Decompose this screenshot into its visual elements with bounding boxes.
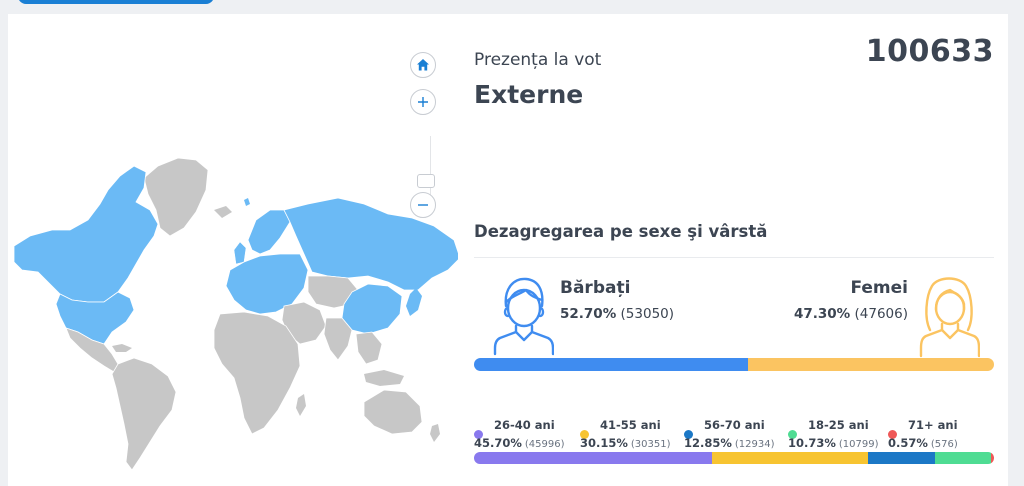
age-name: 56-70 ani	[704, 418, 765, 432]
map-region-china	[341, 283, 403, 335]
presence-value: 100633	[865, 34, 994, 69]
age-stats: 12.85% (12934)	[684, 436, 775, 450]
age-name: 71+ ani	[908, 418, 958, 432]
woman-icon	[919, 277, 980, 358]
men-count: (53050)	[620, 306, 675, 322]
age-bar-segment[interactable]	[990, 452, 994, 464]
age-dot	[580, 430, 589, 439]
map-region-scandinavia	[247, 209, 291, 255]
home-icon	[417, 59, 429, 71]
top-tab-indicator	[18, 0, 214, 4]
age-bar-segment[interactable]	[711, 452, 869, 464]
section-title: Dezagregarea pe sexe şi vârstă	[474, 222, 768, 241]
age-dot	[474, 430, 483, 439]
presence-label: Prezența la vot	[474, 50, 602, 70]
age-percent: 12.85%	[684, 436, 732, 450]
map-region-indonesia	[364, 370, 404, 386]
map-zoom-out-button[interactable]	[410, 192, 436, 218]
map-home-button[interactable]	[410, 52, 436, 78]
age-legend: 26-40 ani 45.70% (45996) 41-55 ani 30.15%…	[474, 418, 994, 452]
map-region-africa	[213, 311, 301, 435]
women-stats: 47.30% (47606)	[794, 306, 908, 322]
map-region-madagascar	[296, 394, 306, 416]
age-bar-segment[interactable]	[868, 452, 936, 464]
age-name: 26-40 ani	[494, 418, 555, 432]
age-dot	[684, 430, 693, 439]
age-percent: 30.15%	[580, 436, 628, 450]
age-percent: 0.57%	[888, 436, 928, 450]
age-bar-segment[interactable]	[935, 452, 991, 464]
age-stats: 30.15% (30351)	[580, 436, 671, 450]
age-stats: 45.70% (45996)	[474, 436, 565, 450]
age-count: (10799)	[838, 439, 879, 450]
age-count: (576)	[930, 439, 958, 450]
age-dot	[788, 430, 797, 439]
plus-icon	[418, 97, 428, 107]
map-region-greenland	[143, 157, 209, 237]
women-label: Femei	[850, 278, 908, 298]
map-region-india	[323, 317, 353, 361]
men-percent: 52.70%	[560, 306, 617, 322]
map-region-islands	[244, 198, 250, 206]
age-percent: 10.73%	[788, 436, 836, 450]
age-count: (30351)	[630, 439, 671, 450]
map-region-iceland	[214, 206, 232, 218]
map-zoom-in-button[interactable]	[410, 89, 436, 115]
map-zoom-slider[interactable]	[430, 136, 431, 196]
gender-bar	[474, 358, 994, 371]
women-count: (47606)	[854, 306, 908, 322]
results-card: Prezența la vot 100633 Externe Dezagrega…	[8, 14, 1008, 486]
region-name: Externe	[474, 80, 584, 109]
map-region-new-zealand	[430, 424, 440, 442]
map-zoom-handle[interactable]	[417, 174, 435, 188]
map-region-caribbean	[112, 344, 132, 352]
age-count: (12934)	[734, 439, 775, 450]
minus-icon	[418, 204, 428, 206]
map-region-russia	[283, 197, 458, 291]
world-map[interactable]	[8, 14, 458, 486]
gender-bar-men[interactable]	[474, 358, 749, 371]
world-map-svg[interactable]	[8, 14, 458, 486]
section-divider	[474, 257, 994, 258]
map-region-uk	[233, 241, 247, 265]
gender-bar-women[interactable]	[748, 358, 994, 371]
map-region-southeast-asia	[355, 331, 383, 365]
women-percent: 47.30%	[793, 306, 851, 322]
map-region-south-america	[111, 357, 177, 471]
map-region-japan	[406, 288, 422, 316]
map-region-north-america-north	[13, 165, 159, 303]
age-bar-segment[interactable]	[474, 452, 712, 464]
map-region-australia	[363, 389, 423, 435]
age-dot	[888, 430, 897, 439]
age-name: 18-25 ani	[808, 418, 869, 432]
man-icon	[493, 277, 554, 356]
age-bar	[474, 452, 994, 464]
age-stats: 10.73% (10799)	[788, 436, 879, 450]
men-stats: 52.70% (53050)	[560, 306, 674, 322]
age-stats: 0.57% (576)	[888, 436, 958, 450]
men-label: Bărbați	[560, 278, 631, 298]
results-panel: Prezența la vot 100633 Externe Dezagrega…	[474, 14, 994, 486]
age-percent: 45.70%	[474, 436, 522, 450]
age-name: 41-55 ani	[600, 418, 661, 432]
age-count: (45996)	[524, 439, 565, 450]
map-region-europe	[225, 253, 309, 315]
